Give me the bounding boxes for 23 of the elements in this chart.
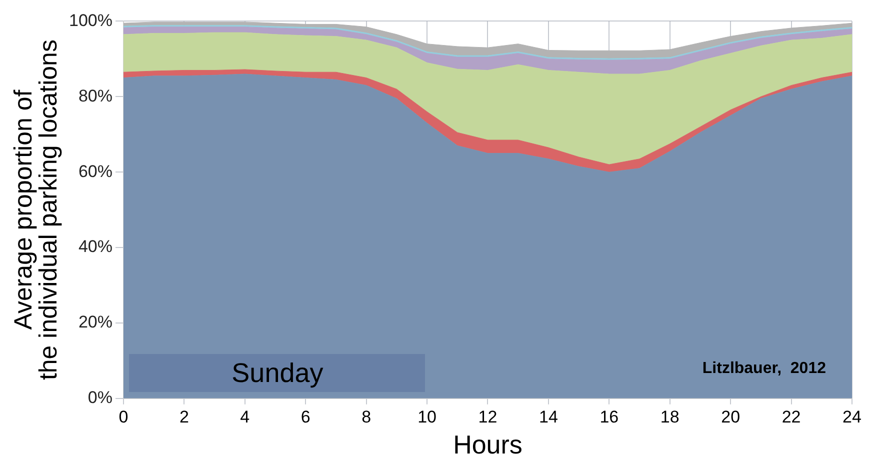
y-tick-label: 40% bbox=[78, 237, 112, 256]
x-tick-label: 6 bbox=[300, 407, 310, 426]
y-tick-label: 80% bbox=[78, 86, 112, 106]
x-tick-label: 20 bbox=[721, 407, 740, 426]
y-axis-title: Average proportion of the individual parking locations bbox=[9, 40, 62, 380]
x-tick-label: 0 bbox=[118, 407, 128, 426]
y-tick-label: 20% bbox=[78, 312, 112, 332]
x-tick-label: 10 bbox=[418, 407, 436, 426]
y-tick-label: 60% bbox=[78, 162, 112, 181]
x-tick-label: 24 bbox=[842, 407, 862, 426]
y-tick-label: 0% bbox=[88, 388, 112, 408]
x-tick-label: 14 bbox=[538, 407, 558, 426]
x-tick-label: 18 bbox=[660, 407, 680, 426]
x-tick-label: 8 bbox=[362, 407, 372, 426]
x-tick-label: 16 bbox=[600, 407, 619, 426]
annotation: Litzlbauer, 2012 bbox=[702, 360, 826, 378]
label-box: Sunday bbox=[129, 354, 426, 392]
x-tick-label: 4 bbox=[240, 407, 250, 426]
y-tick-label: 100% bbox=[68, 10, 112, 30]
x-tick-label: 22 bbox=[782, 407, 801, 426]
x-tick-label: 12 bbox=[478, 407, 498, 426]
x-axis-title: Hours bbox=[453, 430, 522, 460]
x-tick-label: 2 bbox=[179, 407, 189, 426]
